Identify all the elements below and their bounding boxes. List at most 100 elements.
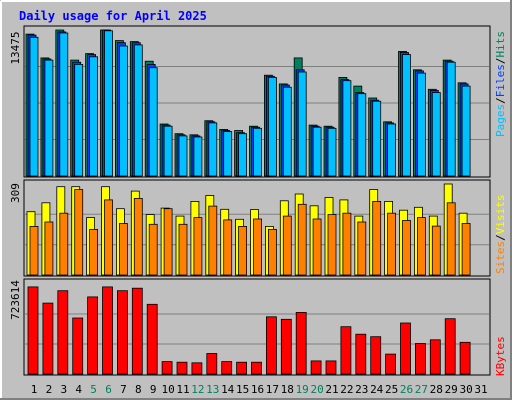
x-tick-label: 25 [385,383,398,396]
x-tick-label: 22 [340,383,353,396]
legend-sep-2: / [494,58,507,65]
legend-files: Files [494,64,507,97]
legend-top: Pages/Files/Hits [494,31,507,137]
bar-kbytes-day-24 [370,336,382,375]
bar-pages-day-10 [163,125,173,177]
bar-pages-day-20 [312,126,322,177]
x-tick-label: 23 [355,383,368,396]
bar-kbytes-day-25 [385,353,397,375]
x-tick-label: 10 [161,383,174,396]
bar-kbytes-day-20 [310,360,322,375]
bar-pages-day-14 [223,131,233,177]
x-tick-label: 28 [430,383,443,396]
chart-title: Daily usage for April 2025 [19,9,207,23]
x-tick-label: 26 [400,383,413,396]
x-tick-label: 24 [370,383,384,396]
bar-kbytes-day-15 [236,361,248,375]
bar-kbytes-day-27 [414,343,426,375]
bar-sites-day-10 [163,208,173,276]
bar-pages-day-25 [387,123,397,177]
x-tick-label: 31 [474,383,487,396]
bar-sites-day-21 [327,214,337,276]
bar-pages-day-21 [327,127,337,177]
bar-sites-day-16 [253,218,262,276]
bar-kbytes-day-12 [191,362,203,375]
bar-pages-day-29 [446,61,456,177]
bar-sites-day-20 [312,218,322,276]
bar-sites-day-19 [297,203,307,276]
bar-sites-day-23 [357,221,367,276]
bar-pages-day-17 [267,77,277,177]
panel-kbytes [23,278,491,376]
legend-kbytes: KBytes [494,336,507,376]
bar-sites-day-25 [387,212,397,276]
bar-sites-day-4 [74,189,84,276]
x-tick-label: 15 [236,383,249,396]
legend-pages: Pages [494,104,507,137]
x-tick-label: 27 [415,383,428,396]
bar-sites-day-28 [431,225,441,276]
bar-kbytes-day-10 [161,361,173,375]
bar-sites-day-29 [446,202,456,276]
bar-kbytes-day-29 [444,318,456,375]
x-tick-label: 3 [60,383,67,396]
legend-sep-3: / [494,234,507,241]
legend-sites: Sites [494,241,507,274]
bar-sites-day-15 [238,225,248,276]
bar-kbytes-day-1 [27,286,39,375]
bar-pages-day-28 [431,92,441,177]
bar-sites-day-14 [223,219,233,276]
bar-sites-day-27 [416,217,426,276]
x-tick-label: 7 [120,383,127,396]
x-tick-label: 2 [46,383,53,396]
x-tick-label: 29 [445,383,458,396]
bar-pages-day-15 [238,133,248,177]
bar-pages-day-16 [253,127,262,177]
bar-kbytes-day-13 [206,353,218,375]
x-tick-label: 16 [251,383,264,396]
bar-kbytes-day-19 [295,311,307,375]
bars [25,29,471,375]
x-axis-labels: 1 2 3 4 5 6 7 8 9 10 11 12 13 14 15 16 17 18 19 20 21 22 23 24 2… [31,383,488,396]
bar-pages-day-5 [89,56,98,177]
bar-kbytes-day-17 [265,316,277,375]
bar-pages-day-11 [178,135,188,177]
bar-pages-day-22 [342,80,352,177]
bar-pages-day-1 [29,36,39,177]
bar-kbytes-day-14 [221,361,233,375]
x-tick-label: 12 [191,383,204,396]
bar-pages-day-18 [282,86,292,177]
bar-kbytes-day-5 [87,296,98,375]
ymax-label-visits: 309 [9,183,22,203]
legend-hits: Hits [494,31,507,58]
bar-sites-day-8 [133,197,143,276]
bar-pages-day-3 [59,32,69,177]
x-tick-label: 14 [221,383,235,396]
bar-kbytes-day-18 [280,318,292,375]
bar-sites-day-7 [119,223,128,276]
x-tick-label: 19 [296,383,309,396]
bar-sites-day-26 [402,220,411,276]
bar-sites-day-30 [461,223,471,276]
bar-kbytes-day-6 [102,286,113,375]
bar-pages-day-19 [297,71,307,177]
bar-sites-day-9 [148,223,158,276]
ymax-label-kbytes: 723614 [9,280,22,320]
x-tick-label: 21 [325,383,338,396]
bar-kbytes-day-2 [42,302,54,375]
bar-sites-day-3 [59,212,69,276]
bar-sites-day-13 [208,205,218,276]
x-tick-label: 5 [90,383,97,396]
x-tick-label: 30 [459,383,472,396]
bar-pages-day-12 [193,136,203,177]
bar-kbytes-day-28 [429,339,441,375]
bar-kbytes-day-9 [146,303,158,375]
bar-pages-day-13 [208,122,218,177]
bar-kbytes-day-8 [131,287,143,375]
legend-sep-1: / [494,97,507,104]
bar-pages-day-23 [357,93,367,177]
bar-pages-day-26 [402,54,411,177]
bar-sites-day-5 [89,228,98,276]
bar-pages-day-9 [148,67,158,177]
